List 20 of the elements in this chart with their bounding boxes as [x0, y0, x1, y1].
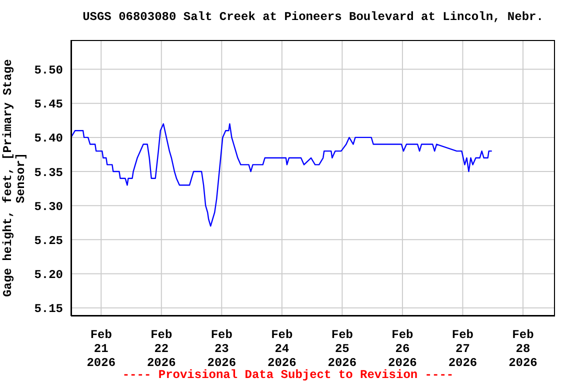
y-tick-label: 5.50 [34, 64, 63, 78]
y-tick-label: 5.15 [34, 302, 63, 316]
x-tick-label: Feb 24 2026 [268, 328, 296, 370]
y-tick-label: 5.30 [34, 200, 63, 214]
y-tick-label: 5.20 [34, 268, 63, 282]
chart-title: USGS 06803080 Salt Creek at Pioneers Boulevard at Lincoln, Nebr. [82, 10, 544, 24]
x-tick-label: Feb 21 2026 [86, 328, 116, 370]
y-tick-label: 5.45 [34, 98, 63, 112]
line-series [71, 123, 492, 227]
x-tick-label: Feb 28 2026 [508, 328, 538, 370]
x-tick-label: Feb 26 2026 [388, 328, 417, 370]
y-tick-label: 5.25 [34, 234, 63, 248]
y-tick-label: 5.40 [34, 132, 63, 146]
x-tick-label: Feb 27 2026 [448, 328, 478, 370]
x-tick-label: Feb 25 2026 [328, 328, 357, 370]
x-tick-label: Feb 23 2026 [207, 328, 236, 370]
text: ---- Provisional Data Subject to Revision ---- [122, 368, 454, 382]
x-tick-label: Feb 22 2026 [146, 328, 176, 370]
y-axis-title: Gage height, feet, [Primary Stage Sensor] [1, 58, 29, 298]
y-tick-label: 5.35 [34, 166, 63, 180]
